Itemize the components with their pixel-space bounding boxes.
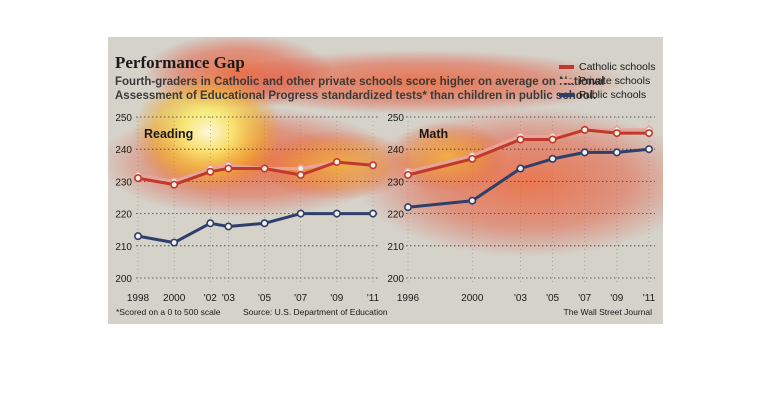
y-tick-label: 210	[115, 242, 132, 253]
chart-subtitle-line1: Fourth-graders in Catholic and other pri…	[115, 76, 604, 88]
plots: 200 210 220 230 240 250 1998 2000 '02 '03 '05 '07 '0…	[115, 113, 655, 304]
data-point	[133, 232, 142, 241]
x-tick-label: 1998	[127, 293, 150, 304]
y-tick-label: 230	[115, 177, 132, 188]
data-point	[224, 222, 233, 231]
x-tick-label: 2000	[461, 293, 484, 304]
chart-svg: Performance Gap Fourth-graders in Cathol…	[108, 37, 663, 317]
data-point	[133, 174, 142, 183]
x-tick-label: '11	[643, 293, 656, 304]
chart-title: Performance Gap	[115, 53, 245, 72]
overlay-blob	[133, 72, 283, 192]
data-point	[332, 209, 341, 218]
x-tick-label: '07	[294, 293, 307, 304]
data-point	[548, 154, 557, 163]
y-tick-label: 240	[387, 145, 404, 156]
footnote: *Scored on a 0 to 500 scale	[116, 307, 221, 317]
data-point	[403, 170, 412, 179]
data-point	[580, 125, 589, 134]
y-tick-label: 220	[115, 210, 132, 221]
x-tick-label: '09	[610, 293, 623, 304]
plot-reading: 200 210 220 230 240 250 1998 2000 '02 '03 '05 '07 '0…	[115, 113, 379, 304]
x-tick-label: '05	[258, 293, 271, 304]
data-point	[468, 196, 477, 205]
source-note: Source: U.S. Department of Education	[243, 307, 388, 317]
y-tick-label: 240	[115, 145, 132, 156]
data-point	[296, 209, 305, 218]
y-tick-label: 250	[387, 113, 404, 124]
x-tick-label: '11	[367, 293, 380, 304]
x-tick-label: 1996	[397, 293, 420, 304]
y-tick-label: 220	[387, 210, 404, 221]
data-point	[296, 164, 305, 173]
credit-note: The Wall Street Journal	[564, 307, 653, 317]
y-tick-label: 200	[115, 274, 132, 285]
y-tick-label: 210	[387, 242, 404, 253]
panel-title: Math	[419, 127, 448, 141]
data-point	[468, 154, 477, 163]
data-point	[612, 129, 621, 138]
overlay-blob	[388, 122, 508, 192]
legend-label: Public schools	[579, 89, 646, 101]
data-point	[644, 129, 653, 138]
legend-label: Private schools	[579, 75, 650, 87]
data-point	[224, 164, 233, 173]
data-point	[403, 203, 412, 212]
data-point	[170, 180, 179, 189]
x-tick-label: '05	[546, 293, 559, 304]
x-tick-label: '03	[514, 293, 527, 304]
data-point	[332, 158, 341, 167]
y-tick-label: 200	[387, 274, 404, 285]
data-point	[368, 209, 377, 218]
y-tick-label: 250	[115, 113, 132, 124]
data-point	[296, 170, 305, 179]
data-point	[548, 135, 557, 144]
data-point	[206, 167, 215, 176]
data-point	[580, 148, 589, 157]
data-point	[644, 145, 653, 154]
data-point	[170, 238, 179, 247]
overlay-blob	[208, 50, 628, 114]
x-tick-label: '07	[578, 293, 591, 304]
data-point	[516, 164, 525, 173]
data-point	[516, 135, 525, 144]
series-line-public	[137, 212, 373, 245]
plot-math: 200 210 220 230 240 250 1996 2000 '03 '05 '07 '09 '1…	[387, 113, 655, 304]
x-tick-label: '09	[330, 293, 343, 304]
chart-subtitle-line2: Assessment of Educational Progress stand…	[115, 90, 596, 102]
data-point	[612, 148, 621, 157]
data-point	[206, 219, 215, 228]
series-line-catholic	[137, 160, 374, 187]
data-point	[260, 164, 269, 173]
x-tick-label: 2000	[163, 293, 186, 304]
x-tick-label: '03	[222, 293, 235, 304]
legend-label: Catholic schools	[579, 61, 655, 73]
panel-title: Reading	[144, 127, 193, 141]
data-point	[368, 161, 377, 170]
chart-panel: Performance Gap Fourth-graders in Cathol…	[108, 37, 663, 324]
y-tick-label: 230	[387, 177, 404, 188]
legend: Catholic schools Private schools Public sc…	[559, 61, 655, 101]
x-tick-label: '02	[204, 293, 217, 304]
data-point	[260, 219, 269, 228]
